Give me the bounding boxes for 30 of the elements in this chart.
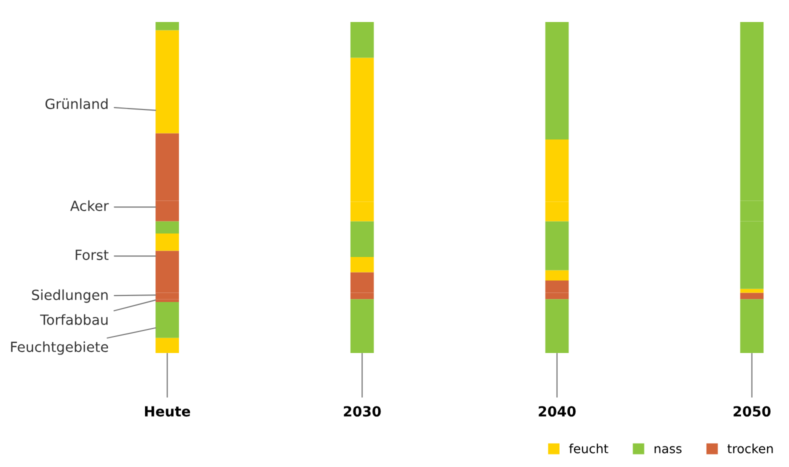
bar [156,22,179,30]
legend-label: trocken [727,444,773,454]
x-tick-label: Heute [145,406,190,417]
x-tick-label: 2030 [344,406,381,417]
legend-label: feucht [569,444,608,454]
bar [545,22,569,140]
bar [740,302,764,354]
legend-label: nass [654,446,682,454]
bar [740,288,764,293]
bar [545,302,569,354]
bar [156,302,179,338]
annotation: Torfabbau [40,314,108,325]
bar [350,22,374,58]
bar [545,221,569,270]
bar [156,30,179,134]
bar [156,234,179,251]
annotation: Siedlungen [32,289,108,303]
bar [350,257,374,272]
annotation: Grünland [46,98,108,110]
bar [740,292,764,300]
bar [156,221,179,234]
bar [350,221,374,258]
annotation: Feuchtgebiete [11,341,108,355]
bar [545,270,569,281]
annotation: Forst [76,250,108,260]
x-tick-label: 2040 [538,406,576,417]
bar [350,302,374,354]
x-tick-label: 2050 [734,406,771,417]
bar [156,338,179,354]
annotation: Acker [70,200,109,212]
